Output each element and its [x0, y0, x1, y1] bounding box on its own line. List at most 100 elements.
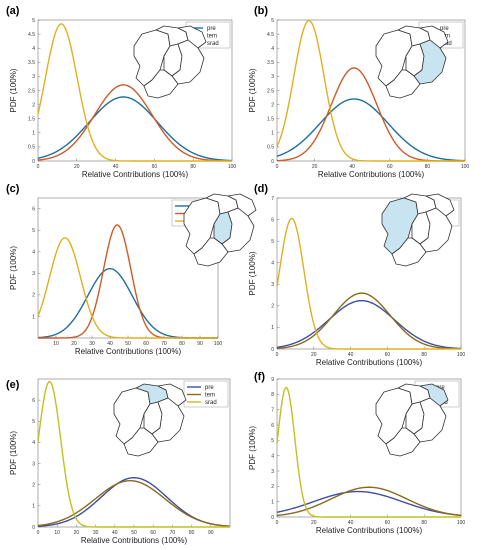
y-tick-label: 3.5	[267, 60, 274, 66]
y-tick-label: 7	[271, 196, 274, 202]
x-tick-label: 20	[312, 164, 318, 170]
x-tick-label: 0	[37, 530, 40, 536]
y-axis-title: PDF (100%)	[248, 426, 257, 470]
inset-region-south-east	[419, 207, 453, 253]
y-tick-label: 4	[271, 46, 274, 52]
x-tick-label: 20	[311, 352, 317, 358]
y-tick-label: 2	[32, 293, 35, 299]
x-tick-label: 40	[113, 164, 119, 170]
x-tick-label: 40	[348, 352, 354, 358]
x-tick-label: 50	[131, 530, 137, 536]
inset-region-south-east	[221, 207, 255, 253]
series-line-pre	[276, 299, 462, 350]
y-tick-label: 3	[271, 282, 274, 288]
y-tick-label: 2	[271, 304, 274, 310]
series-line-srad	[37, 380, 230, 528]
x-tick-label: 70	[161, 341, 167, 347]
inset-region-south-east	[171, 39, 205, 85]
legend-entry-pre: pre	[205, 385, 214, 391]
inset-region-south	[123, 427, 159, 457]
x-tick-label: 60	[387, 164, 393, 170]
inset-region-south-east	[413, 397, 447, 443]
y-tick-label: 3	[32, 271, 35, 277]
series-line-pre	[37, 96, 233, 162]
y-tick-label: 7	[271, 407, 274, 413]
y-tick-label: 6	[32, 207, 35, 213]
x-axis-title: Relative Contributions (100%)	[318, 170, 425, 179]
y-tick-label: 4	[32, 250, 35, 256]
x-tick-label: 20	[311, 520, 317, 526]
x-tick-label: 0	[276, 520, 279, 526]
y-tick-label: 0	[32, 159, 35, 165]
x-tick-label: 60	[152, 164, 158, 170]
legend-entry-srad: srad	[207, 41, 219, 47]
y-tick-label: 0.5	[28, 145, 35, 151]
y-tick-label: 1.5	[28, 117, 35, 123]
legend-entry-tem: tem	[207, 34, 217, 40]
y-axis-title: PDF (100%)	[248, 68, 257, 112]
inset-region-south-east	[151, 397, 185, 443]
x-tick-label: 80	[421, 352, 427, 358]
y-tick-label: 5	[32, 419, 35, 425]
chart-panel: 0 1 2 3 4 5 6 7 0 20 40 60 80 100 Relative Contributio…	[248, 183, 465, 367]
inset-map	[381, 193, 455, 267]
panel-label: (b)	[254, 5, 268, 17]
inset-map	[375, 25, 449, 99]
y-tick-label: 5	[271, 18, 274, 24]
inset-region-north-east	[419, 25, 449, 49]
x-tick-label: 70	[170, 530, 176, 536]
y-tick-label: 2	[271, 484, 274, 490]
x-axis-title: Relative Contributions (100%)	[81, 536, 188, 545]
x-tick-label: 90	[208, 530, 214, 536]
x-tick-label: 60	[143, 341, 149, 347]
y-tick-label: 3	[271, 74, 274, 80]
x-tick-label: 80	[421, 520, 427, 526]
y-tick-label: 0	[271, 515, 274, 521]
y-tick-label: 2	[271, 102, 274, 108]
y-axis-title: PDF (100%)	[9, 431, 18, 475]
x-tick-label: 10	[54, 530, 60, 536]
y-tick-label: 6	[271, 217, 274, 223]
y-tick-label: 0	[271, 347, 274, 353]
y-tick-label: 5	[32, 228, 35, 234]
inset-map	[183, 193, 257, 267]
x-axis-title: Relative Contributions (100%)	[82, 170, 189, 179]
y-tick-label: 4.5	[28, 32, 35, 38]
x-tick-label: 0	[37, 164, 40, 170]
inset-region-south	[391, 237, 427, 267]
inset-map	[113, 383, 187, 457]
x-tick-label: 100	[228, 164, 237, 170]
y-axis-title: PDF (100%)	[9, 68, 18, 112]
x-tick-label: 10	[53, 341, 59, 347]
x-tick-label: 0	[276, 352, 279, 358]
panel-label: (c)	[6, 183, 20, 195]
x-tick-label: 100	[461, 164, 470, 170]
x-tick-label: 60	[385, 352, 391, 358]
y-tick-label: 4	[32, 46, 35, 52]
series-line-srad	[276, 217, 461, 350]
x-tick-label: 30	[93, 530, 99, 536]
inset-region-north-east	[227, 193, 257, 217]
panel-label: (d)	[254, 183, 268, 195]
x-tick-label: 90	[197, 341, 203, 347]
x-tick-label: 40	[349, 164, 355, 170]
x-axis-title: Relative Contributions (100%)	[316, 526, 423, 535]
legend-entry-tem: tem	[205, 393, 215, 399]
y-tick-label: 2	[32, 102, 35, 108]
x-tick-label: 40	[348, 520, 354, 526]
series-line-tem	[276, 292, 462, 350]
inset-map	[133, 25, 207, 99]
series-line-tem	[276, 486, 462, 517]
inset-region-north-east	[177, 25, 207, 49]
chart-panel: 0 0.5 1 1.5 2 2.5 3 3.5 4 4.5 5 0 20 40 60 80 100 Relativ…	[248, 5, 469, 179]
inset-region-south	[193, 237, 229, 267]
series-line-srad	[276, 386, 461, 518]
x-axis-title: Relative Contributions (100%)	[316, 358, 423, 367]
legend-entry-srad: srad	[205, 400, 217, 406]
inset-region-north-east	[425, 193, 455, 217]
chart-panel: 0 0.5 1 1.5 2 2.5 3 3.5 4 4.5 5 0 20 40 60 80 100 Relativ…	[6, 5, 236, 179]
y-tick-label: 1	[271, 499, 274, 505]
x-tick-label: 40	[112, 530, 118, 536]
